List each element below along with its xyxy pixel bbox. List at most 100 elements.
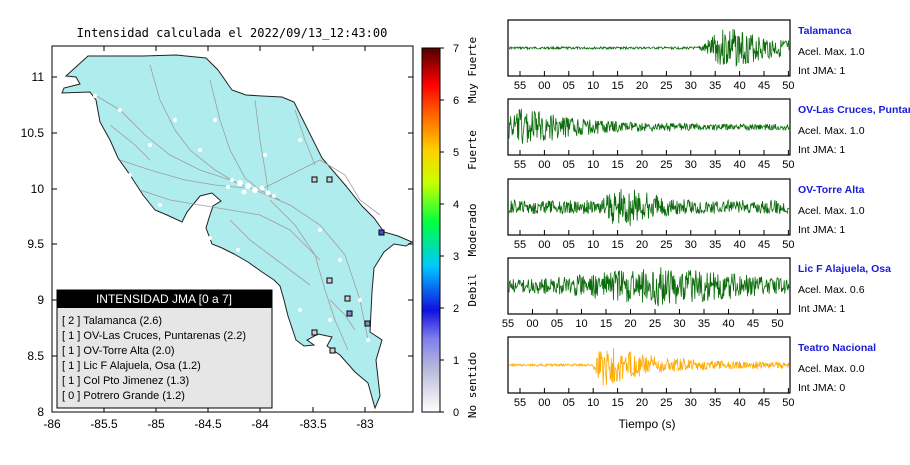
trace-x-tick-label: 30 xyxy=(685,80,697,92)
seismogram-panel: 55 00 05 10 15 20 25 30 35 40 45 50 OV-Torre Alta Ace… xyxy=(507,178,865,251)
station-name: OV-Torre Alta xyxy=(798,184,865,196)
trace-x-tick-label: 15 xyxy=(611,80,623,92)
trace-x-tick-label: 45 xyxy=(758,239,770,251)
trace-x-tick-label: 50 xyxy=(782,80,794,92)
trace-x-tick-label: 10 xyxy=(587,397,599,409)
trace-x-tick-label: 35 xyxy=(709,397,721,409)
seismogram-panel: 55 00 05 10 15 20 25 30 35 40 45 50 Talamanca Acel. M… xyxy=(507,19,865,92)
trace-x-tick-label: 20 xyxy=(636,239,648,251)
trace-x-tick-label: 40 xyxy=(722,318,734,330)
time-axis-label: Tiempo (s) xyxy=(619,417,676,431)
trace-x-tick-label: 45 xyxy=(758,397,770,409)
colorbar-category-label: Fuerte xyxy=(466,130,479,170)
trace-x-tick-label: 45 xyxy=(758,80,770,92)
trace-x-tick-label: 30 xyxy=(685,239,697,251)
trace-x-tick-label: 25 xyxy=(649,318,661,330)
map-y-tick-label: 10.5 xyxy=(21,126,45,140)
colorbar-tick-label: 0 xyxy=(453,407,459,419)
trace-x-tick-label: 15 xyxy=(611,159,623,171)
trace-x-tick-label: 20 xyxy=(636,397,648,409)
map-y-tick-label: 11 xyxy=(32,70,45,84)
trace-x-tick-label: 20 xyxy=(636,80,648,92)
trace-x-tick-label: 55 xyxy=(514,159,526,171)
trace-x-tick-label: 55 xyxy=(502,318,514,330)
trace-x-tick-label: 35 xyxy=(698,318,710,330)
map-y-axis: 8 8.5 9 9.5 10 10.5 11 xyxy=(21,70,413,419)
colorbar-tick-label: 2 xyxy=(453,303,459,315)
trace-x-tick-label: 05 xyxy=(563,159,575,171)
trace-x-tick-label: 40 xyxy=(733,80,745,92)
trace-x-tick-label: 05 xyxy=(563,239,575,251)
trace-x-tick-label: 15 xyxy=(611,239,623,251)
legend-item: [ 1 ] Col Pto Jimenez (1.3) xyxy=(62,375,189,387)
trace-x-tick-label: 35 xyxy=(709,80,721,92)
legend-header xyxy=(57,290,272,308)
accel-max-label: Acel. Max. 1.0 xyxy=(798,125,865,137)
station-name: Lic F Alajuela, Osa xyxy=(798,263,891,275)
trace-x-tick-label: 40 xyxy=(733,397,745,409)
trace-x-tick-label: 00 xyxy=(538,159,550,171)
trace-x-tick-label: 25 xyxy=(660,397,672,409)
legend-item: [ 1 ] Lic F Alajuela, Osa (1.2) xyxy=(62,360,201,372)
accel-max-label: Acel. Max. 0.6 xyxy=(798,284,865,296)
map-title: Intensidad calculada el 2022/09/13_12:43… xyxy=(77,26,388,40)
trace-x-tick-label: 00 xyxy=(538,397,550,409)
trace-x-tick-label: 55 xyxy=(514,80,526,92)
trace-x-tick-label: 40 xyxy=(733,239,745,251)
map-x-tick-label: -83.5 xyxy=(299,417,327,431)
map-x-tick-label: -85 xyxy=(147,417,165,431)
trace-x-tick-label: 00 xyxy=(538,80,550,92)
colorbar-tick-label: 4 xyxy=(453,199,459,211)
trace-x-tick-label: 35 xyxy=(709,159,721,171)
trace-x-tick-label: 05 xyxy=(563,80,575,92)
colorbar-category-label: Moderado xyxy=(466,204,479,257)
waveform-line xyxy=(508,347,790,386)
accel-max-label: Acel. Max. 1.0 xyxy=(798,205,865,217)
seismogram-panels: 55 00 05 10 15 20 25 30 35 40 45 50 Talamanca Acel. M… xyxy=(502,19,910,409)
colorbar-scale xyxy=(421,47,441,413)
trace-x-tick-label: 55 xyxy=(514,239,526,251)
waveform-line xyxy=(508,108,790,144)
trace-x-tick-label: 10 xyxy=(575,318,587,330)
trace-x-tick-label: 15 xyxy=(600,318,612,330)
trace-x-tick-label: 45 xyxy=(758,159,770,171)
legend-item: [ 0 ] Potrero Grande (1.2) xyxy=(62,390,185,402)
map-x-tick-label: -86 xyxy=(43,417,61,431)
trace-x-tick-label: 00 xyxy=(538,239,550,251)
road-network xyxy=(94,64,381,351)
trace-x-tick-label: 20 xyxy=(624,318,636,330)
colorbar-tick-label: 6 xyxy=(453,95,459,107)
map-y-tick-label: 8.5 xyxy=(27,349,44,363)
map-x-tick-label: -85.5 xyxy=(90,417,118,431)
trace-x-tick-label: 35 xyxy=(709,239,721,251)
trace-x-tick-label: 15 xyxy=(611,397,623,409)
seismogram-panel: 55 00 05 10 15 20 25 30 35 40 45 50 Teatro Nacional A… xyxy=(507,336,876,409)
trace-x-tick-label: 05 xyxy=(563,397,575,409)
seismogram-panel: 55 00 05 10 15 20 25 30 35 40 45 50 OV-Las Cruces, P… xyxy=(507,98,910,171)
jma-intensity-label: Int JMA: 1 xyxy=(798,144,845,156)
trace-x-tick-label: 25 xyxy=(660,159,672,171)
station-name: Talamanca xyxy=(798,25,852,37)
seismogram-panel: 55 00 05 10 15 20 25 30 35 40 45 50 Lic F Alajuela, … xyxy=(502,257,891,330)
colorbar-tick-label: 1 xyxy=(453,355,459,367)
trace-x-tick-label: 00 xyxy=(526,318,538,330)
city-points xyxy=(93,94,370,342)
trace-x-tick-label: 55 xyxy=(514,397,526,409)
map-x-tick-label: -84.5 xyxy=(194,417,222,431)
map-x-tick-label: -84 xyxy=(251,417,269,431)
trace-x-tick-label: 40 xyxy=(733,159,745,171)
colorbar-category-label: Muy Fuerte xyxy=(466,37,479,103)
map-y-tick-label: 8 xyxy=(37,405,44,419)
legend-item: [ 1 ] OV-Las Cruces, Puntarenas (2.2) xyxy=(62,330,246,342)
map-y-tick-label: 9.5 xyxy=(27,237,44,251)
waveform-line xyxy=(508,267,790,307)
trace-x-tick-label: 10 xyxy=(587,80,599,92)
colorbar-category-label: Debil xyxy=(466,273,479,306)
trace-x-tick-label: 50 xyxy=(782,397,794,409)
colorbar-tick-label: 3 xyxy=(453,251,459,263)
waveform-line xyxy=(508,188,790,227)
legend-title: INTENSIDAD JMA [0 a 7] xyxy=(96,292,232,306)
accel-max-label: Acel. Max. 0.0 xyxy=(798,363,865,375)
